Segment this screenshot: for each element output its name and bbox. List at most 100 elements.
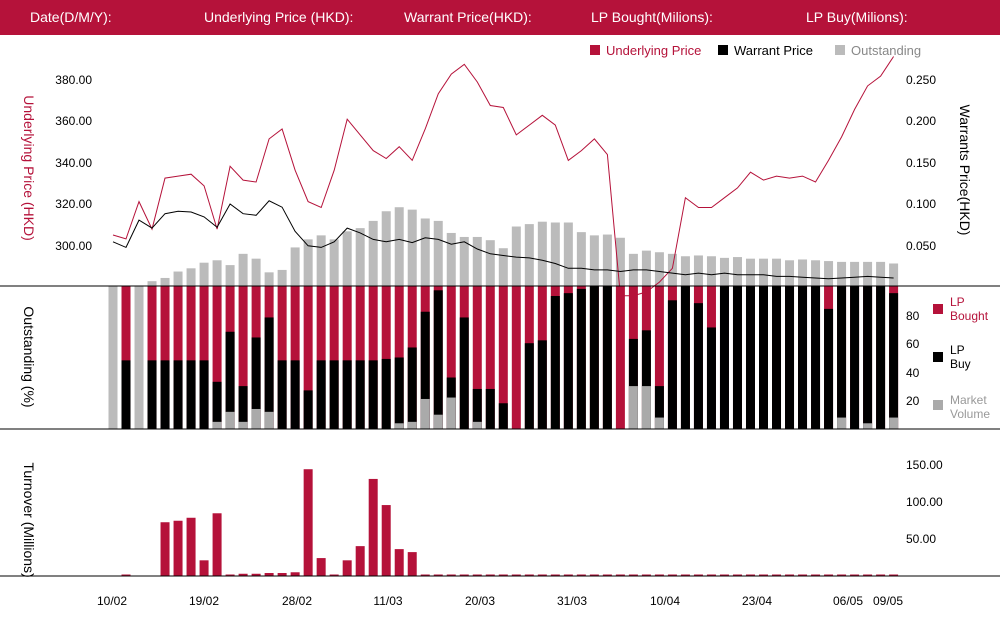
market-volume-bar [225,411,235,429]
lp-buy-bar [264,317,274,429]
date-label-tick: 10/04 [650,594,680,608]
turnover-bar [459,574,469,576]
outstanding-bar [160,277,170,286]
date-label-tick: 31/03 [557,594,587,608]
lp-buy-bar [524,343,534,429]
outstanding-bar [524,224,534,286]
tick-label: 100.00 [906,495,943,509]
outstanding-bars [147,207,899,286]
lp-buy-bar [889,293,899,429]
turnover-bar [654,574,664,576]
outstanding-bar [798,259,808,286]
warrant-axis-title: Warrants Price(HKD) [957,105,973,236]
turnover-bar [498,574,508,576]
lp-buy-bar [433,290,443,429]
lp-buy-bar [602,286,612,429]
outstanding-bar [863,261,873,286]
lp-bought-bar [277,286,287,429]
turnover-bar [732,574,742,576]
outstanding-bar [290,247,300,286]
turnover-bar [759,574,768,576]
legend-swatch-underlying [590,45,600,55]
tick-label: 0.100 [906,197,936,211]
tick-label: 40 [906,366,920,380]
lp-buy-bar [498,403,508,429]
lp-buy-bar [576,288,586,429]
outstanding-bar [693,255,703,286]
turnover-bar [798,574,808,576]
lp-buy-bar [824,308,834,429]
lp-buy-bar [394,357,404,429]
lp-buy-bar [772,286,782,429]
tick-label: 320.00 [55,197,92,211]
lp-buy-bar [667,300,677,429]
legend-outstanding: Outstanding [851,43,921,58]
lp-buy-bar [876,286,886,429]
lp-bought-bar [355,286,365,429]
turnover-bar [576,574,586,576]
lp-buy-bar [173,360,183,429]
outstanding-bar [589,235,599,286]
turnover-bar [472,574,482,576]
turnover-bar [173,520,183,576]
lp-buy-bar [316,360,326,429]
turnover-bar [277,573,287,576]
turnover-bar [238,573,248,576]
turnover-bar [837,574,847,576]
lp-bought-bar [329,286,339,429]
lp-buy-bar [251,337,261,429]
turnover-bar [693,574,703,576]
legend-underlying: Underlying Price [606,43,701,58]
lp-buy-bar [459,317,469,429]
turnover-bar [511,574,521,576]
lp-bought-bar [472,286,482,429]
lp-buy-bar [550,296,560,429]
lp-buy-bar [303,390,313,429]
lp-buy-bar [706,327,716,429]
outstanding-bar [199,262,209,286]
turnover-bar [745,574,755,576]
tick-label: 0.250 [906,73,936,87]
date-label-tick: 19/02 [189,594,219,608]
legend-warrant: Warrant Price [734,43,813,58]
legend-lp-bought-line-2: Bought [950,309,989,323]
date-label-tick: 11/03 [373,594,402,608]
lp-bought-bar [303,286,313,429]
info-header: Date(D/M/Y): Underlying Price (HKD): War… [0,0,1000,35]
outstanding-bar [407,209,417,286]
outstanding-bar [680,256,690,286]
lp-buy-bar [160,360,170,429]
tick-label: 340.00 [55,156,92,170]
market-volume-bar [134,286,144,429]
legend-lp-bought: LP Bought [950,295,989,323]
outstanding-bar [147,281,157,286]
market-volume-bar [628,386,638,429]
turnover-bar [667,574,677,576]
date-label-tick: 10/02 [97,594,127,608]
lp-buy-bar [355,360,365,429]
lp-bought-bar [199,286,209,429]
turnover-bar [628,574,638,576]
lp-bought-bar [186,286,196,429]
lp-buy-bar [277,360,287,429]
turnover-bar [381,505,391,576]
outstanding-bar [745,258,755,286]
turnover-bar [850,574,860,576]
legend-swatch-lp-buy [933,352,943,362]
warrant-price-line [112,200,894,280]
tick-label: 0.200 [906,114,936,128]
outstanding-bar [719,257,729,286]
date-label-tick: 20/03 [465,594,495,608]
outstanding-bar [889,263,899,286]
lp-bought-bar [615,286,625,429]
market-volume-bar [889,417,899,429]
tick-label: 50.00 [906,532,936,546]
outstanding-bar [186,268,196,286]
outstanding-bar [420,218,430,286]
lp-bought-bar [342,286,352,429]
lp-bought-bar [381,286,391,429]
legend-lp-buy-line-1: LP [950,343,965,357]
tick-label: 20 [906,394,920,408]
turnover-bar [446,574,456,576]
